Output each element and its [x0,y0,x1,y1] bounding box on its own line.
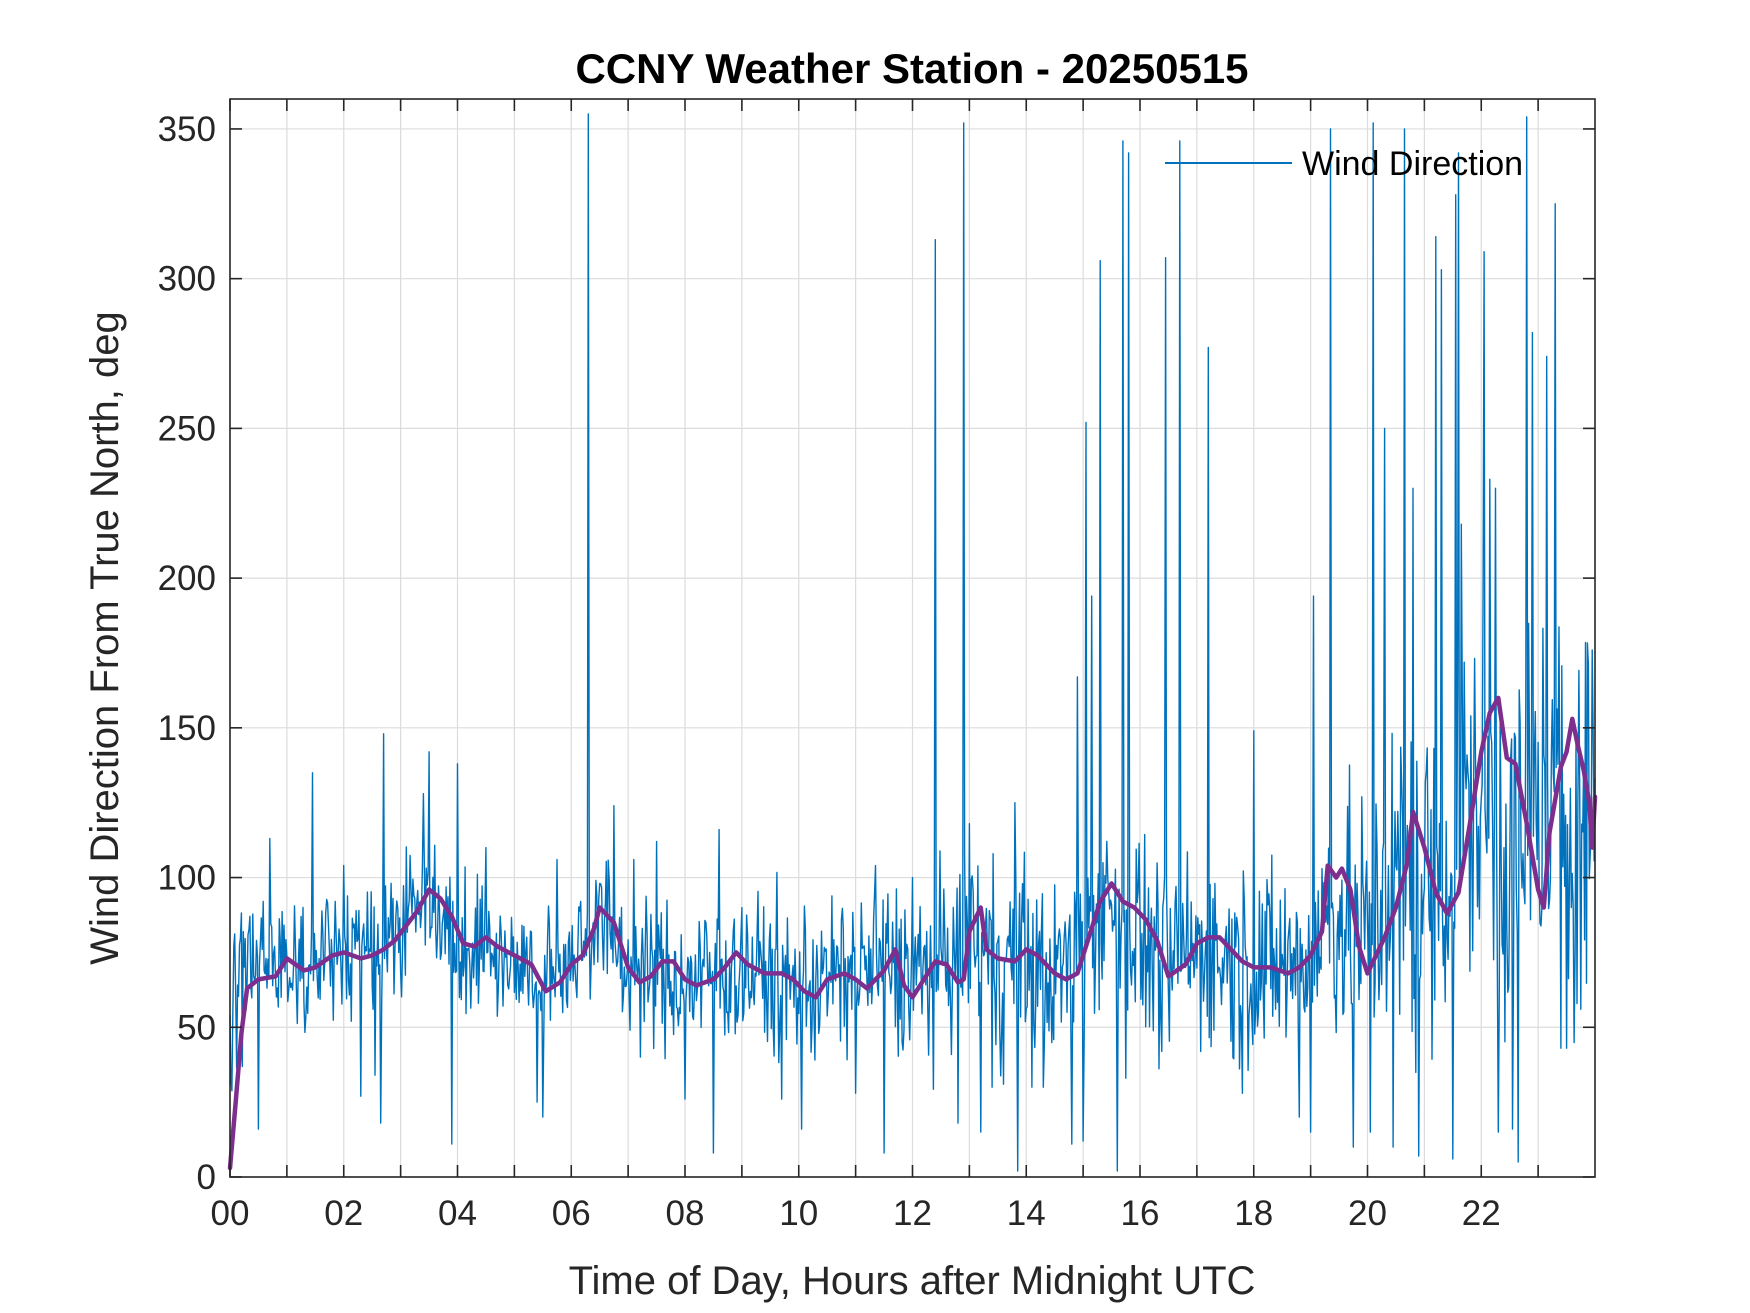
y-tick-label: 350 [158,110,216,149]
y-tick-label: 300 [158,260,216,299]
y-axis-ticks: 0 50 100 150 200 250 300 350 [158,110,1595,1197]
x-tick-label: 00 [211,1194,250,1233]
chart-title: CCNY Weather Station - 20250515 [575,45,1248,92]
x-tick-label: 08 [666,1194,705,1233]
y-tick-label: 200 [158,559,216,598]
y-axis-label: Wind Direction From True North, deg [83,311,127,965]
x-axis-ticks: 00 02 04 06 08 10 12 14 16 18 20 22 [211,99,1539,1233]
x-tick-label: 10 [779,1194,818,1233]
x-tick-label: 16 [1121,1194,1160,1233]
running-mean-series-line [227,695,1598,1171]
y-tick-label: 0 [197,1158,216,1197]
y-tick-label: 250 [158,409,216,448]
x-tick-label: 14 [1007,1194,1046,1233]
y-tick-label: 150 [158,709,216,748]
x-tick-label: 18 [1234,1194,1273,1233]
y-tick-label: 50 [177,1008,216,1047]
y-tick-label: 100 [158,859,216,898]
wind-direction-series-line [229,113,1596,1172]
x-tick-label: 20 [1348,1194,1387,1233]
x-tick-label: 06 [552,1194,591,1233]
x-axis-label: Time of Day, Hours after Midnight UTC [569,1259,1256,1303]
legend-label-wind-direction: Wind Direction [1302,145,1523,183]
x-tick-label: 02 [324,1194,363,1233]
x-tick-label: 22 [1462,1194,1501,1233]
x-tick-label: 12 [893,1194,932,1233]
x-tick-label: 04 [438,1194,477,1233]
legend: Wind Direction [1165,145,1523,183]
